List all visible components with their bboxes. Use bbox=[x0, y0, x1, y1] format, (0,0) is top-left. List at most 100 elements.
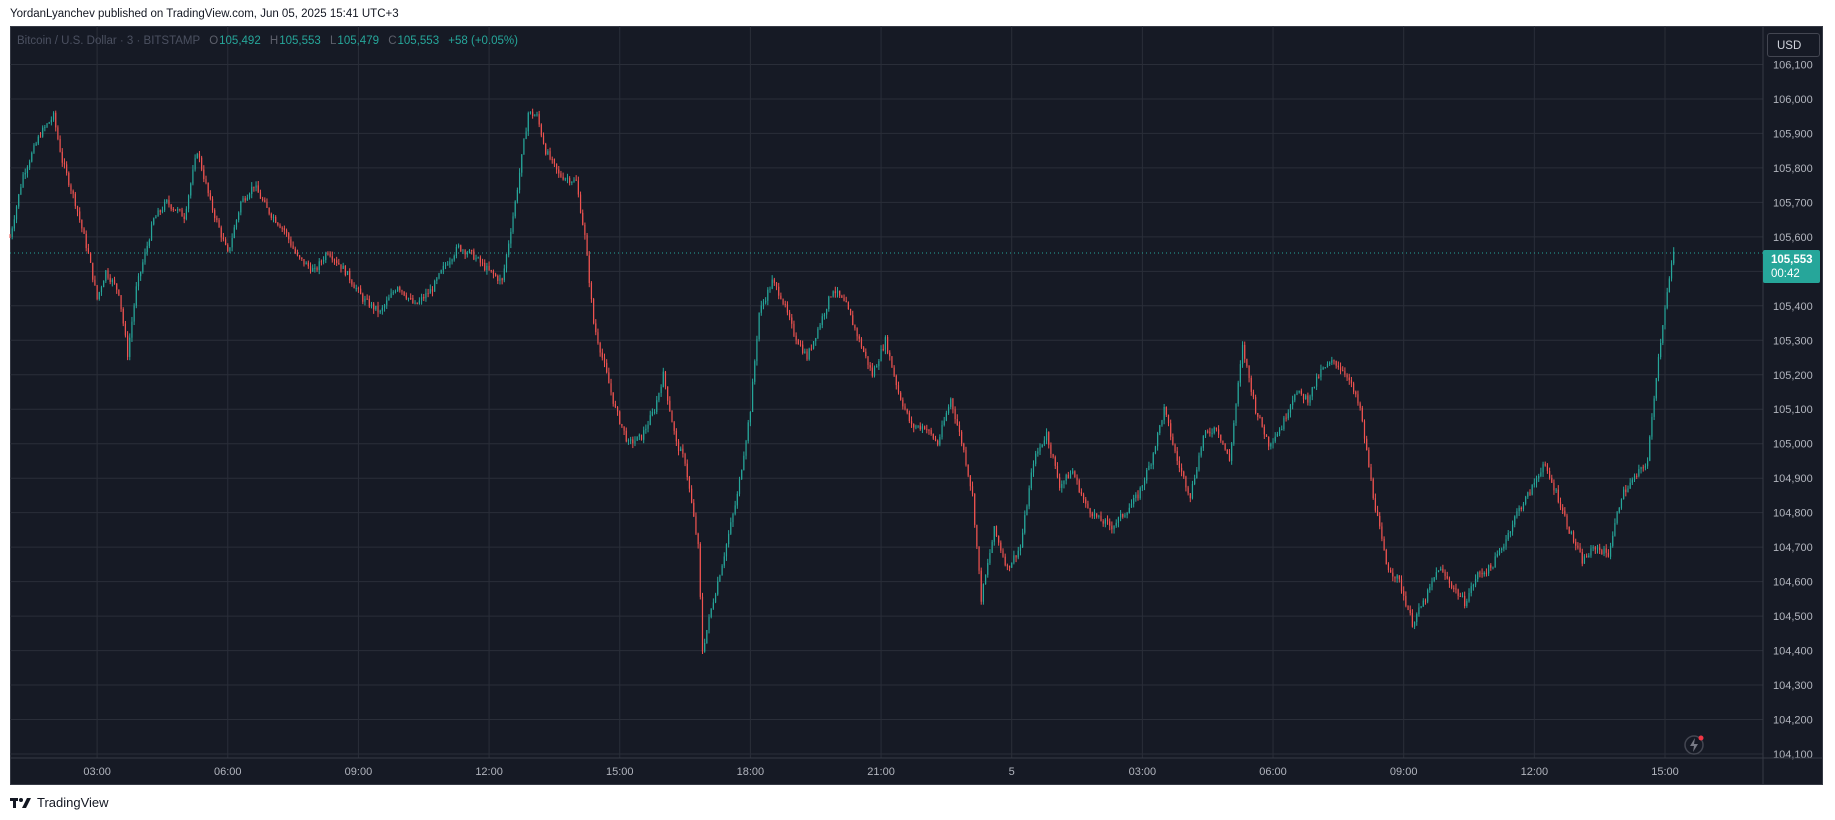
candle-body bbox=[754, 361, 756, 382]
candle-body bbox=[747, 422, 749, 441]
candle-body bbox=[1461, 595, 1464, 597]
candle-body bbox=[908, 412, 910, 422]
time-axis-label: 15:00 bbox=[1651, 766, 1679, 778]
candle-body bbox=[832, 291, 834, 297]
candle-body bbox=[1559, 502, 1562, 508]
candle-body bbox=[392, 292, 394, 294]
candle-body bbox=[318, 261, 320, 270]
candle-body bbox=[1518, 507, 1520, 512]
candle-body bbox=[1026, 506, 1028, 516]
candle-body bbox=[1041, 444, 1043, 447]
candle-body bbox=[773, 279, 775, 283]
candle-body bbox=[1514, 516, 1516, 525]
candle-body bbox=[910, 421, 913, 425]
candle-body bbox=[534, 115, 536, 117]
candle-body bbox=[1165, 407, 1167, 415]
candle-body bbox=[601, 352, 603, 358]
candle-body bbox=[993, 526, 995, 542]
candle-body bbox=[603, 357, 606, 363]
candle-body bbox=[950, 398, 952, 407]
candle-body bbox=[1239, 364, 1241, 383]
candle-body bbox=[610, 383, 612, 393]
candle-body bbox=[1017, 550, 1019, 558]
candle-body bbox=[148, 240, 150, 246]
candle-body bbox=[645, 428, 647, 431]
candle-body bbox=[562, 176, 564, 180]
candle-body bbox=[342, 265, 344, 269]
candle-body bbox=[756, 339, 758, 362]
candle-body bbox=[92, 262, 94, 280]
candle-body bbox=[11, 228, 13, 237]
candle-body bbox=[1636, 475, 1638, 477]
candle-body bbox=[161, 210, 164, 212]
candle-body bbox=[575, 179, 577, 181]
candle-body bbox=[1568, 526, 1570, 534]
candle-body bbox=[1592, 547, 1594, 549]
candle-body bbox=[1662, 325, 1664, 343]
candle-body bbox=[414, 302, 416, 304]
candle-body bbox=[1583, 556, 1586, 564]
candle-body bbox=[1403, 591, 1405, 596]
candle-body bbox=[795, 335, 797, 341]
candle-body bbox=[873, 367, 876, 376]
candle-body bbox=[1128, 507, 1130, 514]
candle-body bbox=[1204, 431, 1207, 436]
candle-body bbox=[586, 235, 588, 256]
candle-body bbox=[1163, 407, 1165, 421]
candle-body bbox=[1442, 568, 1444, 572]
candle-body bbox=[634, 440, 636, 444]
candle-body bbox=[1496, 554, 1498, 557]
candle-body bbox=[479, 257, 481, 263]
candle-body bbox=[31, 152, 33, 162]
candle-body bbox=[410, 297, 412, 299]
time-axis-label: 09:00 bbox=[1390, 766, 1418, 778]
candle-body bbox=[1366, 438, 1368, 451]
candle-body bbox=[1061, 483, 1063, 488]
candle-body bbox=[453, 255, 455, 260]
candle-body bbox=[229, 247, 231, 252]
candle-body bbox=[1516, 511, 1518, 517]
candle-body bbox=[1326, 363, 1329, 368]
candle-body bbox=[1063, 480, 1065, 484]
candle-body bbox=[1172, 436, 1174, 445]
candle-body bbox=[806, 351, 808, 360]
candle-body bbox=[1161, 420, 1163, 426]
candle-body bbox=[595, 323, 597, 333]
chart-area[interactable] bbox=[10, 26, 1823, 785]
candle-body bbox=[658, 393, 660, 401]
symbol-label[interactable]: Bitcoin / U.S. Dollar · 3 · BITSTAMP bbox=[17, 35, 200, 47]
candle-body bbox=[867, 356, 869, 366]
candle-body bbox=[1459, 595, 1461, 597]
candle-body bbox=[1333, 360, 1335, 362]
candle-body bbox=[279, 224, 281, 228]
candle-body bbox=[1035, 453, 1037, 464]
candle-body bbox=[390, 293, 392, 298]
candle-body bbox=[1024, 515, 1026, 533]
lightning-icon[interactable] bbox=[1682, 733, 1706, 757]
candle-body bbox=[211, 198, 214, 211]
candle-body bbox=[597, 332, 599, 344]
candle-body bbox=[33, 145, 35, 153]
candle-body bbox=[849, 309, 852, 316]
candle-body bbox=[921, 426, 924, 430]
candle-body bbox=[307, 262, 309, 267]
candle-body bbox=[982, 584, 985, 602]
candle-body bbox=[969, 475, 971, 487]
candle-body bbox=[1141, 485, 1143, 488]
time-axis-label: 18:00 bbox=[737, 766, 765, 778]
price-axis-label: 106,100 bbox=[1773, 59, 1813, 71]
candle-body bbox=[669, 400, 671, 412]
candle-body bbox=[1607, 552, 1609, 557]
candle-body bbox=[216, 218, 218, 220]
candle-body bbox=[362, 294, 364, 302]
candle-body bbox=[1274, 436, 1276, 442]
high-value: 105,553 bbox=[279, 35, 321, 47]
currency-button[interactable]: USD bbox=[1767, 33, 1820, 57]
candle-body bbox=[584, 224, 586, 236]
candle-body bbox=[616, 407, 619, 412]
candle-body bbox=[1174, 444, 1176, 452]
candle-body bbox=[675, 430, 677, 442]
candle-body bbox=[1320, 369, 1322, 378]
ohlc-legend: Bitcoin / U.S. Dollar · 3 · BITSTAMP O10… bbox=[17, 35, 518, 47]
